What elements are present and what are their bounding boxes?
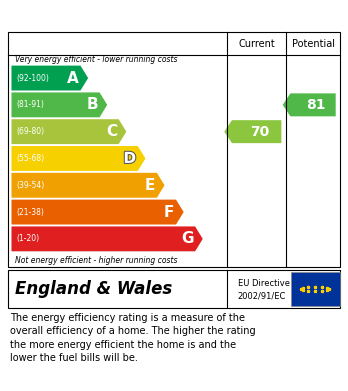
Text: C: C <box>106 124 117 139</box>
Polygon shape <box>11 200 184 224</box>
Text: F: F <box>164 204 174 220</box>
Text: Current: Current <box>238 39 275 49</box>
Text: (1-20): (1-20) <box>17 234 40 243</box>
Text: (21-38): (21-38) <box>17 208 45 217</box>
Polygon shape <box>11 226 203 251</box>
Text: Energy Efficiency Rating: Energy Efficiency Rating <box>9 7 219 23</box>
Polygon shape <box>11 92 107 117</box>
Polygon shape <box>11 119 126 144</box>
Polygon shape <box>283 93 336 117</box>
Text: Very energy efficient - lower running costs: Very energy efficient - lower running co… <box>15 56 177 65</box>
Text: 70: 70 <box>250 125 269 139</box>
Text: 81: 81 <box>306 98 326 112</box>
Text: 2002/91/EC: 2002/91/EC <box>238 292 286 301</box>
Polygon shape <box>11 173 165 198</box>
Text: B: B <box>86 97 98 112</box>
Text: Not energy efficient - higher running costs: Not energy efficient - higher running co… <box>15 256 177 265</box>
Text: (81-91): (81-91) <box>17 100 45 109</box>
Text: A: A <box>67 70 79 86</box>
Text: D: D <box>124 151 136 166</box>
Text: (39-54): (39-54) <box>17 181 45 190</box>
Polygon shape <box>11 146 145 171</box>
Bar <box>291 272 340 306</box>
Polygon shape <box>11 66 88 90</box>
Text: Potential: Potential <box>292 39 334 49</box>
Text: (69-80): (69-80) <box>17 127 45 136</box>
Text: England & Wales: England & Wales <box>15 280 172 298</box>
Text: The energy efficiency rating is a measure of the
overall efficiency of a home. T: The energy efficiency rating is a measur… <box>10 313 255 363</box>
Text: EU Directive: EU Directive <box>238 278 290 287</box>
Polygon shape <box>224 120 281 143</box>
Text: E: E <box>145 178 155 193</box>
Text: (55-68): (55-68) <box>17 154 45 163</box>
Text: (92-100): (92-100) <box>17 74 49 83</box>
Text: G: G <box>181 231 193 246</box>
